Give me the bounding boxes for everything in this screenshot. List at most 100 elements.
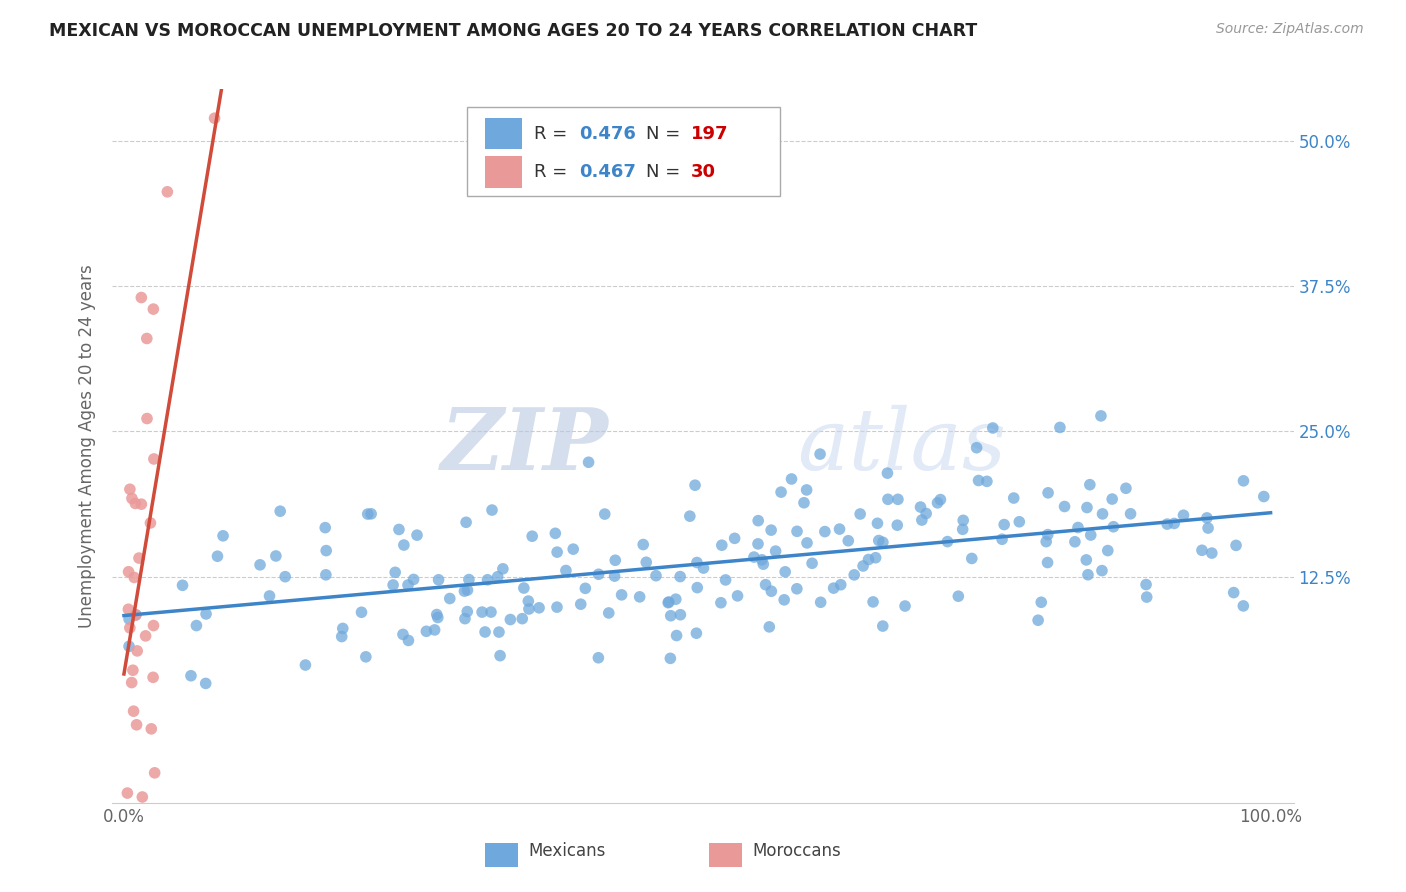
Point <box>510 612 533 626</box>
Point <box>481 503 503 517</box>
Point <box>117 602 139 616</box>
Point <box>415 624 437 639</box>
Point <box>929 492 952 507</box>
Point <box>122 663 145 677</box>
Point <box>117 786 139 800</box>
Point <box>456 583 478 598</box>
Point <box>527 600 550 615</box>
Point <box>773 565 796 579</box>
Point <box>765 544 787 558</box>
Point <box>1078 477 1101 491</box>
Point <box>392 627 415 641</box>
Point <box>513 581 536 595</box>
Point <box>665 628 688 642</box>
Point <box>692 561 714 575</box>
Point <box>330 630 353 644</box>
Point <box>354 649 377 664</box>
Point <box>122 704 145 718</box>
Point <box>1036 527 1059 541</box>
Point <box>555 564 578 578</box>
Point <box>1090 409 1112 423</box>
Point <box>142 618 165 632</box>
Point <box>948 589 970 603</box>
Point <box>685 626 707 640</box>
Point <box>142 302 165 317</box>
Point <box>828 522 851 536</box>
Point <box>458 573 481 587</box>
Point <box>683 478 706 492</box>
Point <box>396 578 419 592</box>
Point <box>877 492 900 507</box>
Point <box>546 545 568 559</box>
Point <box>844 567 866 582</box>
Text: Moroccans: Moroccans <box>752 842 841 860</box>
Point <box>887 492 910 507</box>
Point <box>1002 491 1025 505</box>
Point <box>122 570 145 584</box>
Point <box>522 529 544 543</box>
Point <box>747 514 769 528</box>
Point <box>742 549 765 564</box>
Point <box>814 524 837 539</box>
Text: ZIP: ZIP <box>440 404 609 488</box>
Point <box>952 513 974 527</box>
Point <box>118 621 141 635</box>
Point <box>837 533 859 548</box>
Point <box>710 538 733 552</box>
Point <box>852 559 875 574</box>
Point <box>793 496 815 510</box>
Text: N =: N = <box>647 163 686 181</box>
Point <box>127 644 149 658</box>
Point <box>124 496 146 510</box>
Point <box>195 607 218 621</box>
Point <box>952 522 974 536</box>
Point <box>332 622 354 636</box>
Point <box>186 618 208 632</box>
Point <box>1035 534 1057 549</box>
Point <box>593 507 616 521</box>
Point <box>628 590 651 604</box>
Point <box>1253 490 1275 504</box>
Point <box>1064 534 1087 549</box>
Point <box>872 535 894 549</box>
Point <box>1049 420 1071 434</box>
Point <box>770 485 793 500</box>
Point <box>131 497 153 511</box>
Text: 30: 30 <box>692 163 716 181</box>
Point <box>314 521 336 535</box>
Point <box>936 534 959 549</box>
Point <box>135 331 157 345</box>
Text: R =: R = <box>534 125 574 143</box>
Point <box>350 605 373 619</box>
Point <box>976 475 998 489</box>
Point <box>142 670 165 684</box>
Point <box>125 607 148 622</box>
Point <box>117 565 139 579</box>
Point <box>544 526 567 541</box>
Point <box>574 582 596 596</box>
Point <box>402 573 425 587</box>
Point <box>486 570 509 584</box>
Point <box>439 591 461 606</box>
Point <box>249 558 271 572</box>
Point <box>172 578 194 592</box>
Point <box>759 523 782 537</box>
Point <box>636 555 658 569</box>
Point <box>686 556 709 570</box>
Y-axis label: Unemployment Among Ages 20 to 24 years: Unemployment Among Ages 20 to 24 years <box>77 264 96 628</box>
Point <box>1091 507 1114 521</box>
Text: 0.476: 0.476 <box>579 125 636 143</box>
Point <box>993 517 1015 532</box>
Point <box>862 595 884 609</box>
Point <box>876 466 898 480</box>
Point <box>562 542 585 557</box>
Point <box>1156 517 1178 532</box>
Point <box>1201 546 1223 560</box>
Point <box>456 605 478 619</box>
Point <box>125 718 148 732</box>
Point <box>659 651 682 665</box>
Point <box>981 421 1004 435</box>
Point <box>454 612 477 626</box>
Point <box>406 528 429 542</box>
Point <box>488 625 510 640</box>
